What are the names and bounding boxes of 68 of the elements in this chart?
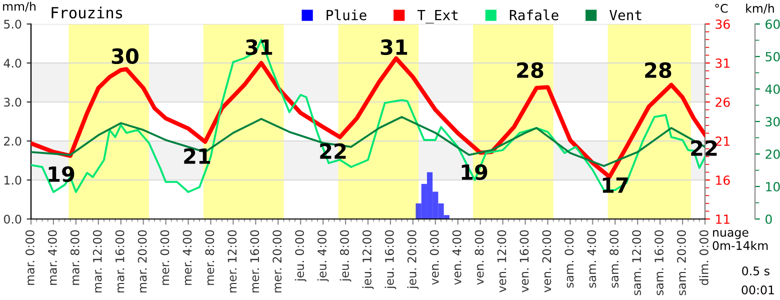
x-tick-label: mar. 8:00 [70, 230, 80, 285]
x-tick-label: mer. 0:00 [160, 230, 170, 285]
y-tick-label: 3.0 [4, 98, 22, 107]
x-tick-label: mer. 12:00 [228, 230, 237, 292]
x-tick-label: mar. 16:00 [115, 230, 124, 292]
annotation: 28 [645, 62, 672, 78]
x-tick-label: sam. 4:00 [587, 230, 596, 288]
annotation: 21 [184, 148, 210, 164]
y3-tick-label: 50 [766, 52, 780, 62]
y3-tick-label: 10 [766, 182, 780, 192]
legend-label: Rafale [510, 10, 558, 20]
x-tick-label: jeu. 20:00 [407, 230, 419, 290]
x-tick-label: ven. 16:00 [520, 230, 529, 292]
y-tick-label: 2.0 [4, 136, 22, 146]
legend-label: Vent [610, 10, 642, 20]
y-tick-label: 0.0 [4, 214, 22, 224]
y2-tick-label: 31 [716, 58, 730, 68]
x-tick-label: sam. 12:00 [632, 230, 642, 296]
legend-label: Pluie [326, 10, 366, 20]
y2-tick-label: 36 [716, 19, 730, 29]
y2-tick-label: 11 [716, 214, 730, 224]
x-tick-label: jeu. 0:00 [294, 230, 306, 282]
text: nuage 0m-14km [712, 230, 768, 250]
x-tick-label: jeu. 4:00 [317, 230, 329, 282]
annotation: 30 [112, 48, 138, 64]
y3-tick-label: 0 [766, 214, 772, 224]
annotation: 19 [48, 166, 74, 182]
y-tick-label: 4.0 [4, 58, 22, 68]
y2-axis-title: °C [715, 4, 728, 13]
y-axis-title: mm/h [3, 2, 36, 12]
x-tick-label: mer. 8:00 [205, 230, 214, 285]
y3-tick-label: 40 [765, 84, 780, 94]
x-tick-label: sam. 20:00 [677, 230, 686, 296]
x-tick-label: sam. 0:00 [564, 230, 574, 288]
legend-label: T_Ext [417, 10, 458, 24]
x-tick-label: mar. 4:00 [48, 230, 57, 285]
x-tick-label: ven. 20:00 [542, 230, 552, 292]
y2-tick-label: 21 [716, 136, 730, 146]
x-tick-label: mer. 20:00 [272, 230, 282, 292]
annotation: 31 [380, 39, 408, 56]
x-tick-label: mar. 0:00 [25, 230, 34, 285]
x-tick-label: dim. 0:00 [699, 230, 708, 286]
x-tick-label: sam. 16:00 [654, 230, 664, 296]
annotation: 28 [517, 62, 544, 78]
annotation: 22 [691, 140, 717, 156]
x-tick-label: sam. 8:00 [610, 230, 619, 288]
x-tick-label: mar. 20:00 [138, 230, 147, 292]
x-tick-label: ven. 0:00 [430, 230, 439, 285]
x-tick-label: mer. 4:00 [182, 230, 192, 285]
x-tick-label: jeu. 12:00 [362, 230, 374, 290]
x-tick-label: ven. 12:00 [497, 230, 506, 292]
x-tick-label: jeu. 16:00 [384, 230, 396, 290]
x-tick-label: jeu. 8:00 [340, 230, 352, 282]
y3-tick-label: 60 [766, 19, 780, 29]
text: 00:01 [742, 285, 774, 294]
y3-axis-title: km/h [746, 4, 774, 14]
text: 0.5 s [742, 266, 770, 276]
y3-tick-label: 30 [766, 116, 780, 126]
x-tick-label: mer. 16:00 [250, 230, 260, 292]
y-tick-label: 5.0 [4, 20, 22, 29]
y-tick-label: 1.0 [4, 176, 22, 185]
y3-tick-label: 20 [766, 149, 780, 159]
x-tick-label: ven. 4:00 [452, 230, 462, 285]
x-tick-label: mar. 12:00 [92, 230, 102, 292]
chart-title: Frouzins [52, 6, 122, 18]
y2-tick-label: 26 [716, 97, 730, 107]
y2-tick-label: 16 [716, 175, 730, 185]
x-tick-label: ven. 8:00 [474, 230, 484, 285]
